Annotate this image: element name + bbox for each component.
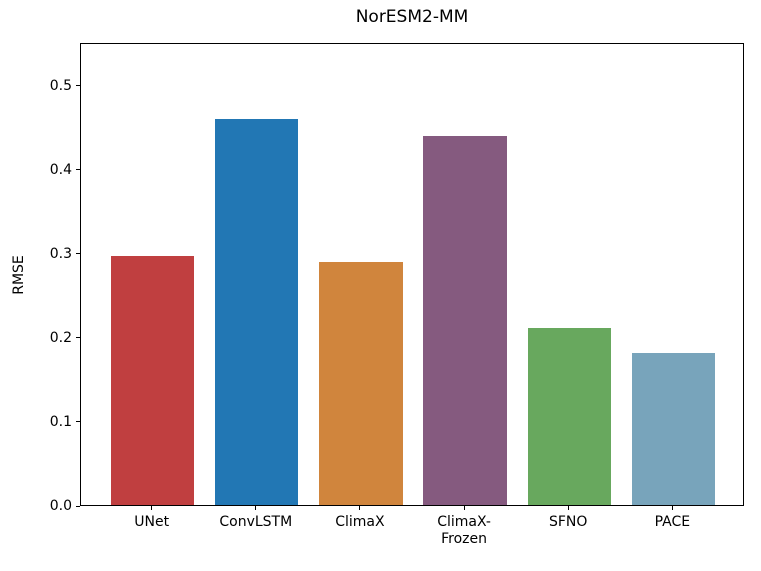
- y-tick-mark: [76, 85, 80, 87]
- x-tick-mark: [255, 506, 257, 510]
- x-tick-label-pace: PACE: [654, 514, 691, 530]
- x-tick-mark: [567, 506, 569, 510]
- y-tick-mark: [76, 169, 80, 171]
- x-tick-label-climax--frozen: ClimaX- Frozen: [437, 514, 491, 547]
- y-tick-label: 0.0: [49, 498, 72, 514]
- plot-area: [80, 43, 744, 506]
- y-tick-mark: [76, 421, 80, 423]
- chart-title: NorESM2-MM: [355, 7, 469, 27]
- y-tick-label: 0.1: [49, 413, 72, 430]
- bar-sfno: [527, 327, 611, 505]
- x-tick-label-sfno: SFNO: [548, 514, 588, 530]
- x-tick-mark: [151, 506, 153, 510]
- y-tick-mark: [76, 253, 80, 255]
- y-tick-label: 0.2: [49, 329, 72, 346]
- bar-climax: [319, 262, 403, 505]
- y-tick-label: 0.3: [49, 245, 72, 262]
- bar-climax--frozen: [423, 136, 507, 505]
- bar-unet: [111, 256, 195, 505]
- x-tick-label-unet: UNet: [134, 514, 170, 530]
- bar-convlstm: [215, 119, 299, 505]
- x-tick-mark: [463, 506, 465, 510]
- x-tick-label-convlstm: ConvLSTM: [219, 514, 293, 530]
- y-tick-label: 0.4: [49, 161, 72, 178]
- y-tick-mark: [76, 505, 80, 507]
- y-axis-label: RMSE: [11, 255, 27, 295]
- y-tick-mark: [76, 337, 80, 339]
- x-tick-mark: [359, 506, 361, 510]
- x-tick-label-climax: ClimaX: [335, 514, 385, 530]
- x-tick-mark: [671, 506, 673, 510]
- y-tick-label: 0.5: [49, 77, 72, 94]
- bar-pace: [631, 352, 715, 505]
